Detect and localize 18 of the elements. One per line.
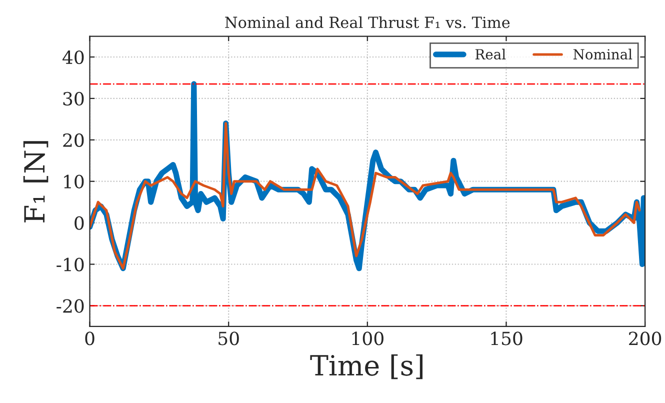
chart-title: Nominal and Real Thrust F₁ vs. Time [225,16,510,28]
y-tick-label: 10 [64,174,84,188]
legend-label: Real [475,48,506,60]
y-tick-label: 20 [63,133,84,148]
legend-label: Nominal [573,48,632,60]
y-axis-title: F₁ [N] [23,141,48,222]
y-tick-label: 0 [74,216,84,230]
y-tick-label: 40 [62,50,84,64]
y-tick-label: 30 [63,92,84,106]
x-tick-label: 50 [218,332,239,346]
x-tick-label: 100 [352,332,384,346]
y-tick-label: -10 [56,258,84,272]
x-tick-label: 200 [629,332,662,346]
line-series [90,122,641,270]
x-axis-title: Time [s] [310,354,422,380]
x-tick-label: 0 [85,332,94,346]
y-tick-label: -20 [56,299,84,313]
x-tick-label: 150 [491,332,522,346]
